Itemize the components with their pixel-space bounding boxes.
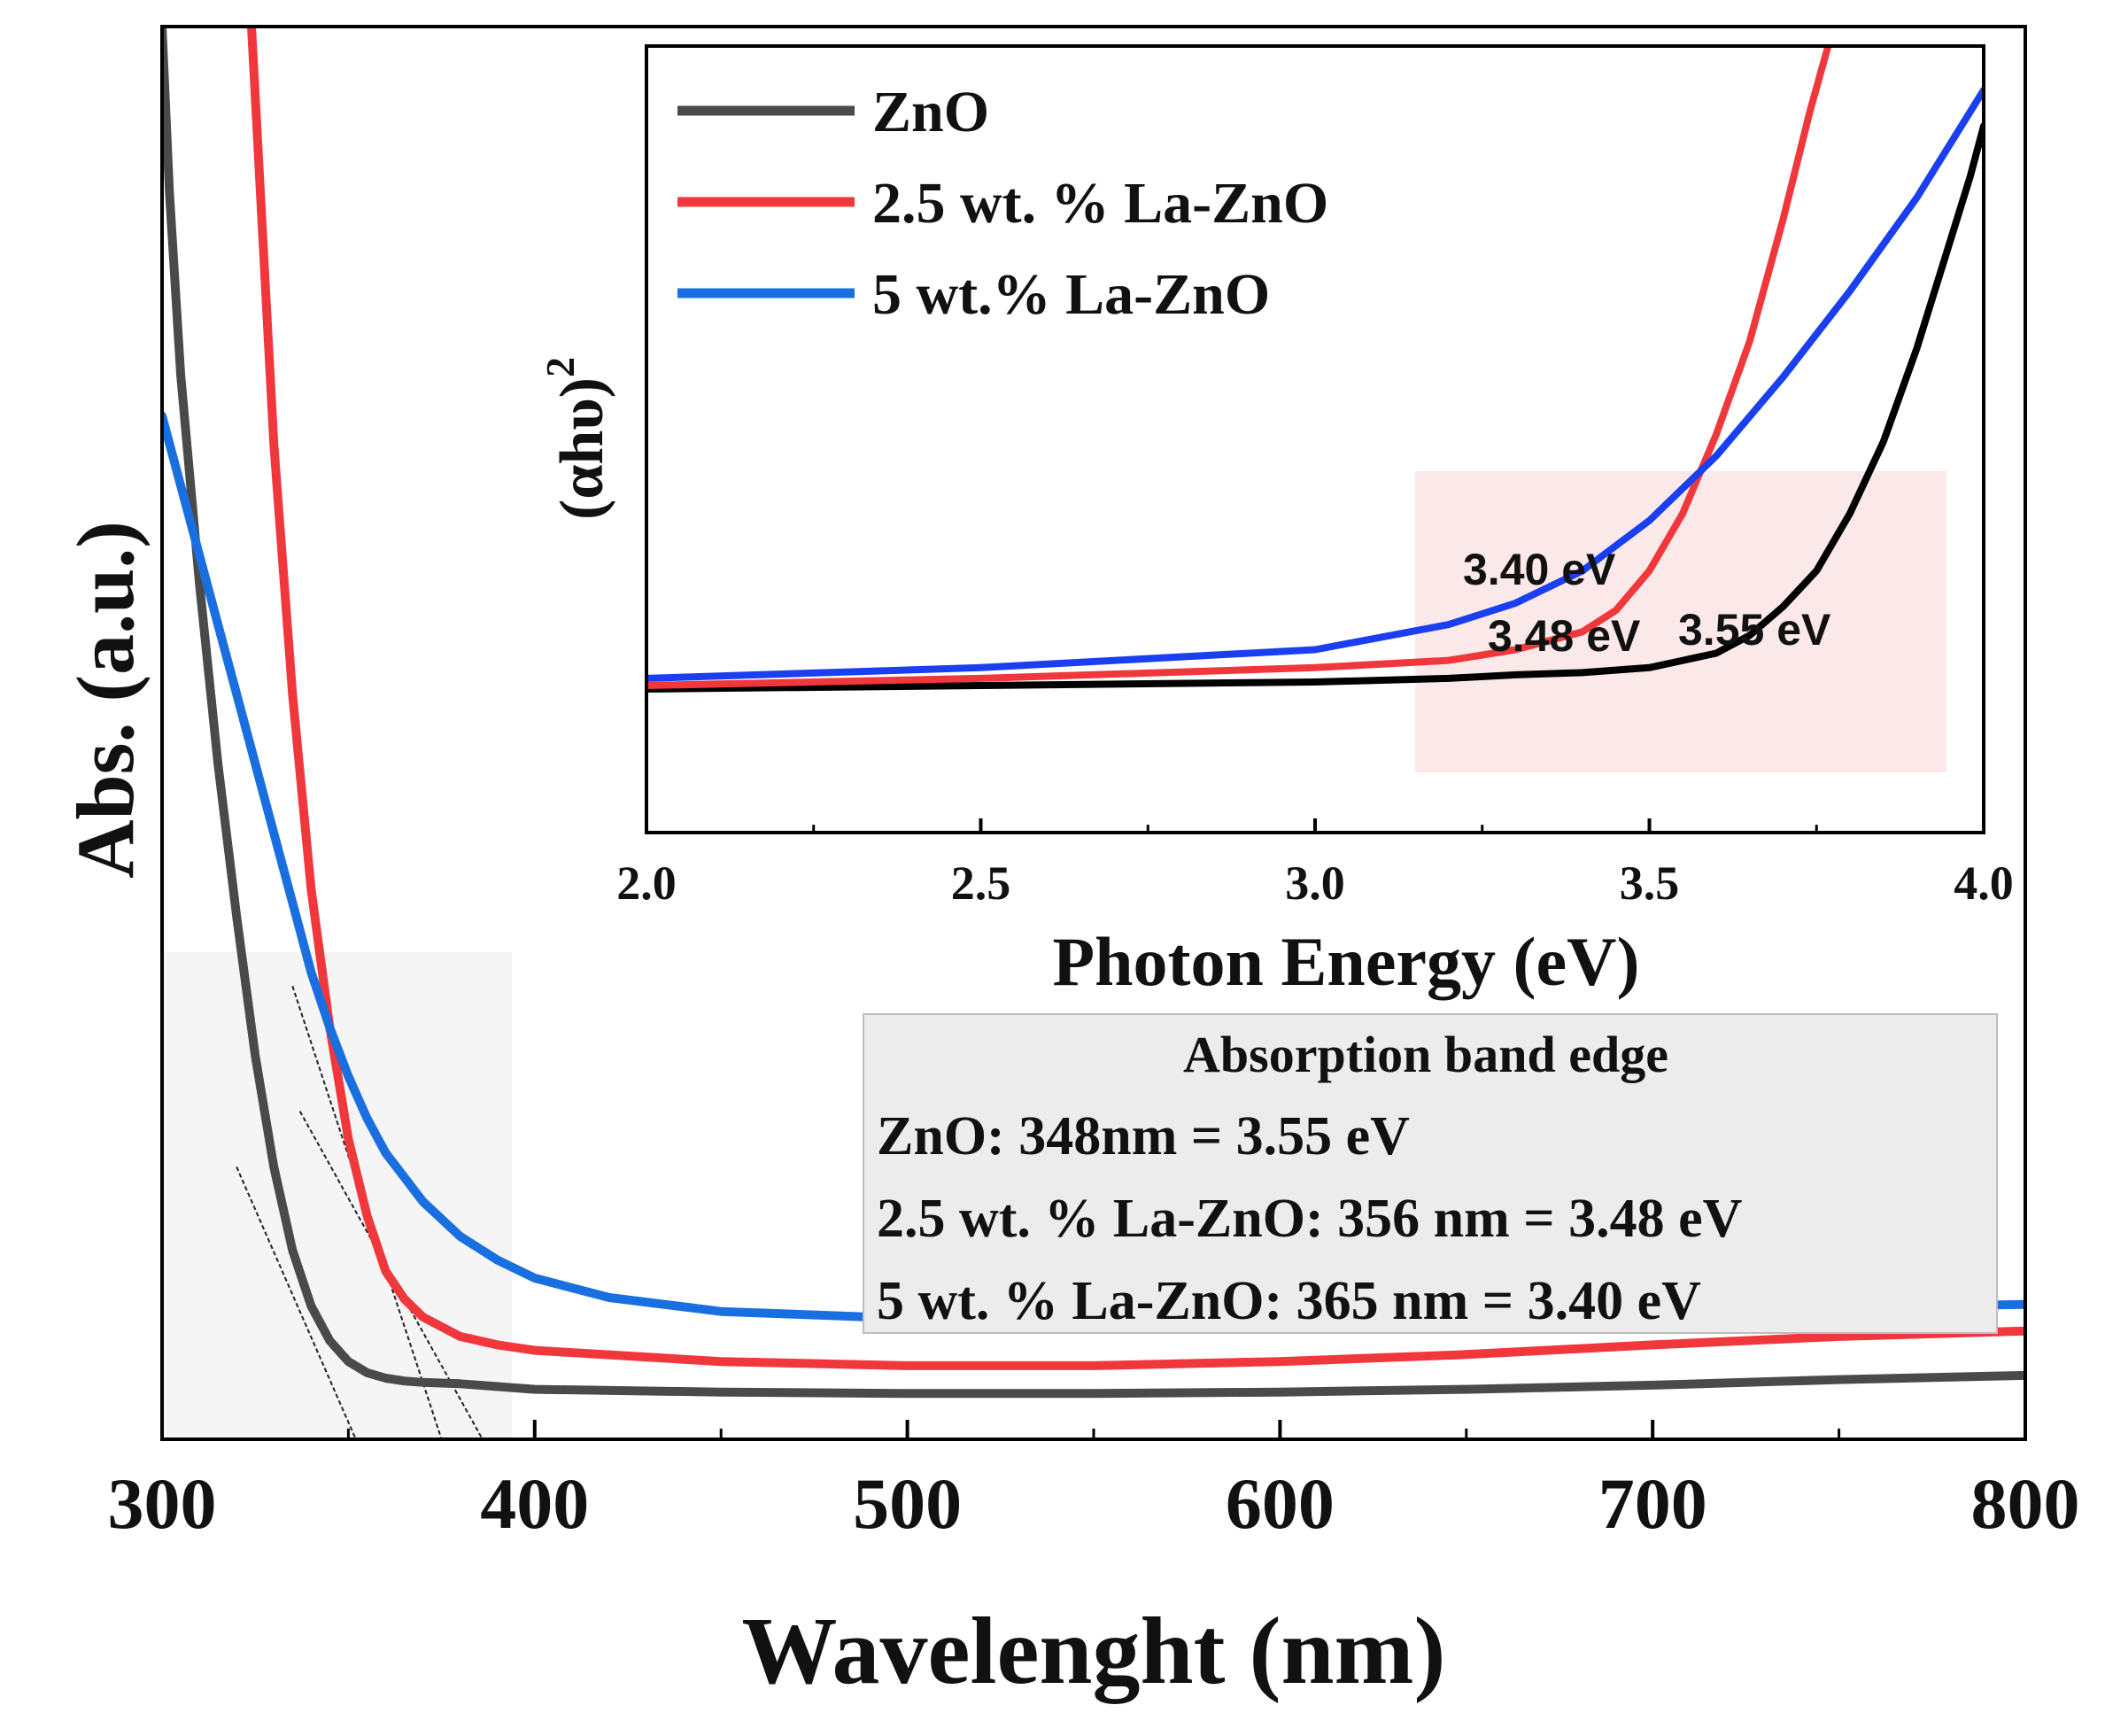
inset-y-axis-label-sup: 2 (538, 357, 583, 377)
inset-series-2-5-wt-la-zno (646, 46, 1832, 689)
main-x-tick-label: 800 (1971, 1463, 2080, 1544)
main-y-axis-label: Abs. (a.u.) (60, 521, 151, 879)
inset-x-tick-label: 4.0 (1954, 856, 2014, 910)
legend-label-2-5: 2.5 wt. % La-ZnO (872, 171, 1328, 236)
band-edge-annotation-box: Absorption band edge ZnO: 348nm = 3.55 e… (863, 1013, 1998, 1334)
band-edge-line-2-5: 2.5 wt. % La-ZnO: 356 nm = 3.48 eV (877, 1189, 1743, 1249)
legend-label-zno: ZnO (872, 80, 989, 144)
main-x-ticks: 300 400 500 600 700 800 (108, 1420, 2080, 1544)
band-edge-line-zno: ZnO: 348nm = 3.55 eV (877, 1106, 1410, 1166)
band-edge-line-5: 5 wt. % La-ZnO: 365 nm = 3.40 eV (877, 1271, 1701, 1331)
inset-chart: 2.0 2.5 3.0 3.5 4.0 Photon Energy (eV) (αhυ)… (538, 44, 2014, 1000)
main-x-tick-label: 600 (1226, 1463, 1335, 1544)
main-shaded-region (162, 952, 512, 1439)
inset-x-tick-label: 3.0 (1285, 856, 1345, 910)
inset-x-axis-label: Photon Energy (eV) (1053, 923, 1640, 1000)
inset-y-axis-label-base: (αhυ) (548, 377, 616, 520)
inset-series-5-wt-la-zno (646, 86, 1984, 682)
main-x-tick-label: 700 (1598, 1463, 1707, 1544)
main-x-tick-label: 400 (480, 1463, 589, 1544)
annotation-3-40: 3.40 eV (1463, 545, 1616, 594)
inset-legend: ZnO 2.5 wt. % La-ZnO 5 wt.% La-ZnO (677, 80, 1328, 327)
inset-series-zno (646, 122, 1984, 693)
inset-x-ticks: 2.0 2.5 3.0 3.5 4.0 (616, 818, 2014, 910)
band-edge-title: Absorption band edge (1183, 1026, 1668, 1083)
main-series-2-5-wt-la-zno (247, 27, 2025, 1370)
annotation-3-55: 3.55 eV (1678, 605, 1831, 655)
inset-x-tick-label: 2.5 (951, 856, 1011, 910)
main-series-zno (162, 27, 2025, 1399)
inset-x-tick-label: 3.5 (1620, 856, 1680, 910)
main-x-tick-label: 300 (108, 1463, 217, 1544)
annotation-3-48: 3.48 eV (1488, 611, 1641, 661)
legend-label-5: 5 wt.% La-ZnO (872, 262, 1270, 327)
main-x-axis-label: Wavelenght (nm) (742, 1599, 1446, 1704)
inset-series-group (646, 46, 1984, 693)
inset-x-tick-label: 2.0 (616, 856, 677, 910)
inset-y-axis-label: (αhυ)2 (538, 357, 616, 520)
main-x-tick-label: 500 (853, 1463, 962, 1544)
tangent-line-2 (291, 985, 443, 1440)
